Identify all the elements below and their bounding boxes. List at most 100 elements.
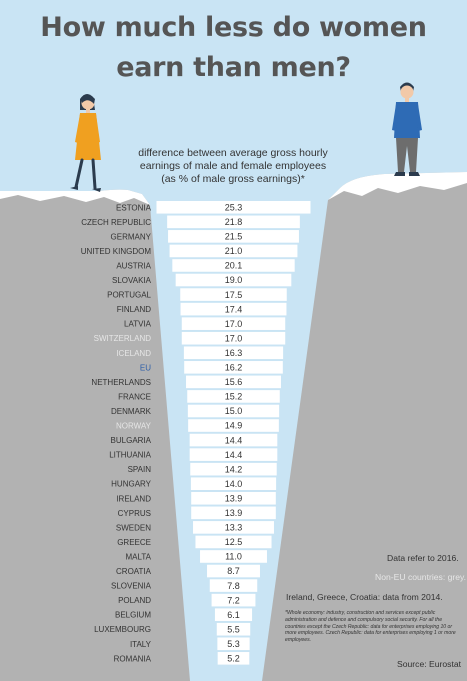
value-label: 7.8 (227, 581, 240, 591)
value-label: 17.0 (225, 319, 243, 329)
bar (214, 608, 253, 621)
country-label: SWEDEN (116, 523, 151, 532)
bars-group (156, 200, 311, 665)
man-figure-icon (392, 82, 422, 176)
value-label: 21.8 (225, 217, 243, 227)
country-label: CZECH REPUBLIC (81, 218, 151, 227)
subtitle-line-3: (as % of male gross earnings)* (161, 173, 305, 185)
subtitle-line-2: earnings of male and female employees (139, 160, 327, 172)
right-cliff-snow (328, 172, 467, 200)
country-label: LUXEMBOURG (94, 625, 151, 634)
value-label: 12.5 (225, 537, 243, 547)
non-eu-note: Non-EU countries: grey. (375, 572, 467, 582)
value-label: 13.9 (225, 493, 243, 503)
bar (207, 564, 260, 578)
country-label: LITHUANIA (109, 451, 151, 460)
bar (217, 637, 250, 651)
country-label: ROMANIA (114, 654, 152, 663)
value-label: 14.4 (225, 435, 243, 445)
country-label: ITALY (130, 640, 152, 649)
chart-subtitle: difference between average gross hourly … (128, 147, 338, 186)
bar (181, 331, 286, 345)
data-exception-note: Ireland, Greece, Croatia: data from 2014… (286, 592, 443, 602)
country-label: SWITZERLAND (94, 334, 152, 343)
bar (169, 244, 298, 258)
country-label: FRANCE (118, 392, 151, 401)
value-label: 17.5 (225, 290, 243, 300)
value-label: 17.0 (225, 333, 243, 343)
value-label: 21.5 (225, 232, 243, 242)
bar (188, 419, 279, 432)
woman-figure-icon (70, 93, 101, 192)
left-cliff-snow (0, 189, 150, 205)
country-label: BELGIUM (115, 611, 151, 620)
bar (200, 550, 267, 563)
value-label: 15.0 (225, 406, 243, 416)
bar (189, 433, 278, 447)
value-labels-group: 25.3 21.8 21.5 21.0 20.1 19.0 17.5 17.4 17.0 17.0… (225, 202, 243, 663)
bar (181, 317, 286, 330)
country-label: LATVIA (124, 320, 152, 329)
country-label: NETHERLANDS (91, 378, 151, 387)
bar (191, 491, 276, 505)
country-label: ICELAND (116, 349, 151, 358)
bar (211, 593, 256, 607)
bar (175, 273, 292, 287)
value-label: 16.3 (225, 348, 243, 358)
bar (180, 288, 287, 301)
country-label: NORWAY (116, 422, 152, 431)
page-title-line1: How much less do women (40, 12, 427, 43)
bar (191, 506, 276, 520)
bar (183, 346, 284, 360)
country-label: CYPRUS (118, 509, 151, 518)
page-title-line2: earn than men? (116, 52, 351, 83)
country-label: SLOVAKIA (112, 276, 152, 285)
bar (190, 462, 277, 476)
value-label: 6.1 (227, 610, 240, 620)
country-label: DENMARK (111, 407, 152, 416)
bar (209, 579, 258, 592)
country-label: HUNGARY (111, 480, 152, 489)
bar (190, 477, 277, 491)
country-label: PORTUGAL (107, 291, 151, 300)
country-label: ESTONIA (116, 203, 152, 212)
value-label: 5.2 (227, 654, 240, 664)
value-label: 5.3 (227, 639, 240, 649)
country-label: UNITED KINGDOM (81, 247, 152, 256)
bar (184, 361, 283, 374)
bar (156, 200, 311, 214)
value-label: 17.4 (225, 304, 243, 314)
value-label: 21.0 (225, 246, 243, 256)
country-label: IRELAND (116, 494, 151, 503)
value-label: 11.0 (225, 552, 242, 562)
country-labels-group: ESTONIA CZECH REPUBLIC GERMANY UNITED KINGD… (81, 203, 152, 663)
country-label: BULGARIA (111, 436, 152, 445)
country-label: SLOVENIA (111, 582, 152, 591)
bar (189, 448, 278, 461)
bar (168, 230, 299, 243)
value-label: 25.3 (225, 202, 243, 212)
country-label: MALTA (126, 552, 152, 561)
data-year-note: Data refer to 2016. (387, 553, 459, 563)
value-label: 5.5 (227, 624, 240, 634)
value-label: 13.3 (225, 523, 243, 533)
bar (167, 215, 300, 229)
value-label: 16.2 (225, 363, 243, 373)
value-label: 14.0 (225, 479, 243, 489)
bar (216, 622, 251, 636)
value-label: 15.6 (225, 377, 243, 387)
value-label: 8.7 (227, 566, 240, 576)
left-cliff (0, 189, 190, 681)
value-label: 14.4 (225, 450, 243, 460)
source-note: Source: Eurostat (397, 659, 462, 669)
bar (180, 302, 287, 316)
country-label: CROATIA (116, 567, 152, 576)
value-label: 14.2 (225, 464, 243, 474)
country-label: GREECE (117, 538, 151, 547)
subtitle-line-1: difference between average gross hourly (138, 147, 328, 159)
bar (217, 652, 250, 665)
country-label: POLAND (118, 596, 151, 605)
value-label: 7.2 (227, 595, 240, 605)
right-cliff (262, 172, 467, 681)
